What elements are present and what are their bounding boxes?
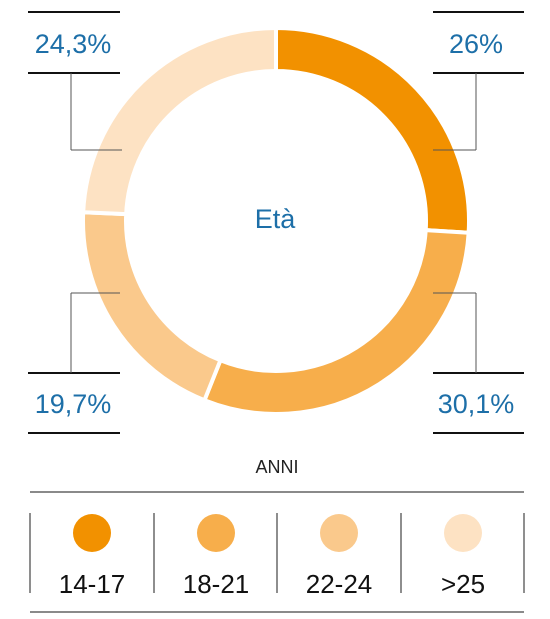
- value-label: 26%: [449, 29, 503, 59]
- value-label: 19,7%: [35, 389, 112, 419]
- donut-slice-4: [81, 25, 278, 217]
- value-labels: 26% 30,1% 19,7% 24,3%: [35, 29, 515, 419]
- legend-label: 14-17: [59, 569, 126, 599]
- legend-swatch: [73, 514, 111, 552]
- donut-slice-1: [274, 25, 471, 235]
- value-label: 30,1%: [438, 389, 515, 419]
- legend-label: 22-24: [306, 569, 373, 599]
- donut-slice-2: [201, 228, 471, 416]
- legend-items: 14-17 18-21 22-24 >25: [59, 514, 485, 599]
- legend-swatch: [320, 514, 358, 552]
- legend-label: >25: [441, 569, 485, 599]
- donut-slices: [81, 25, 471, 416]
- legend-label: 18-21: [183, 569, 250, 599]
- legend-swatch: [197, 514, 235, 552]
- leader-lines: [28, 11, 524, 434]
- legend: 14-17 18-21 22-24 >25: [29, 491, 525, 613]
- chart-title: Età: [255, 204, 297, 234]
- legend-title: ANNI: [255, 457, 298, 477]
- legend-swatch: [444, 514, 482, 552]
- value-label: 24,3%: [35, 29, 112, 59]
